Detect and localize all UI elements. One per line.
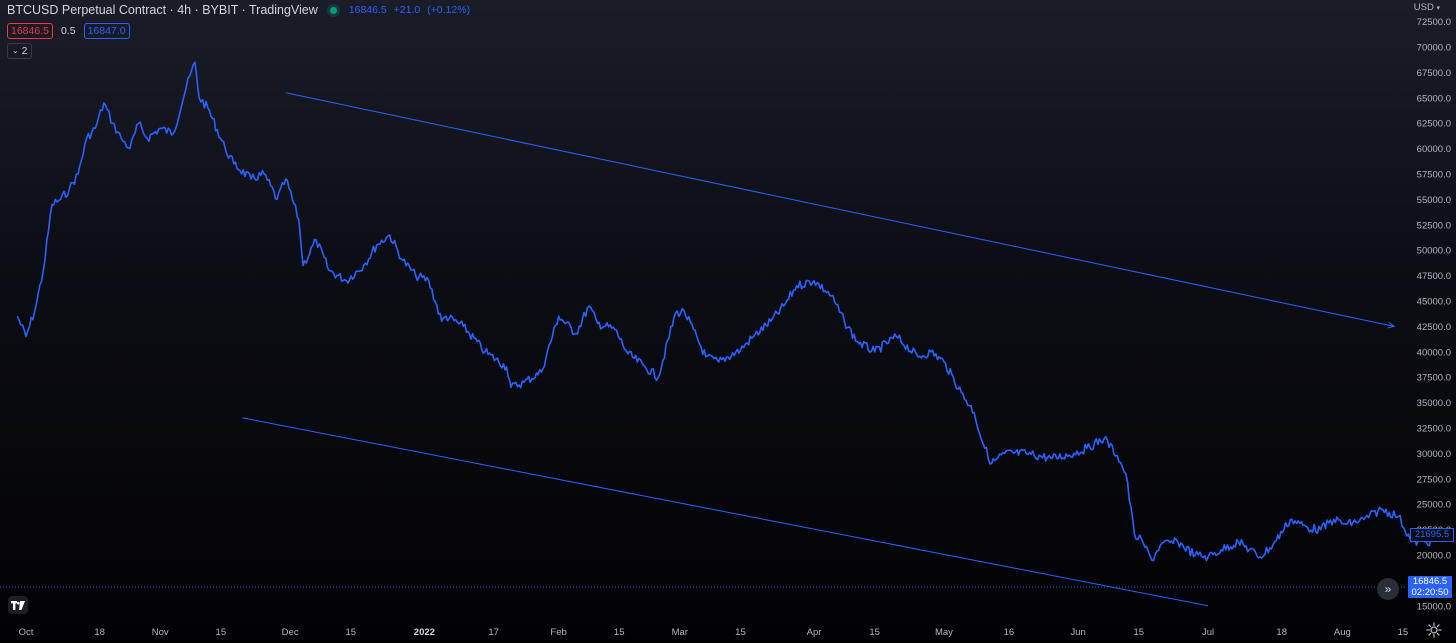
x-tick-label: 15 bbox=[735, 627, 746, 638]
chart-title[interactable]: BTCUSD Perpetual Contract · 4h · BYBIT ·… bbox=[7, 3, 318, 17]
y-tick-label: 45000.0 bbox=[1417, 297, 1451, 308]
x-tick-label: 15 bbox=[614, 627, 625, 638]
y-tick-label: 20000.0 bbox=[1417, 551, 1451, 562]
market-open-status-icon bbox=[329, 6, 337, 14]
x-tick-label: Oct bbox=[19, 627, 34, 638]
x-tick-label: 15 bbox=[216, 627, 227, 638]
x-tick-label: 18 bbox=[1276, 627, 1287, 638]
x-tick-label: 17 bbox=[488, 627, 499, 638]
y-tick-label: 55000.0 bbox=[1417, 195, 1451, 206]
spread-value: 0.5 bbox=[60, 25, 76, 37]
y-tick-label: 35000.0 bbox=[1417, 398, 1451, 409]
y-tick-label: 62500.0 bbox=[1417, 119, 1451, 130]
x-tick-label: Nov bbox=[152, 627, 169, 638]
scroll-to-realtime-button[interactable]: » bbox=[1377, 578, 1399, 600]
x-tick-label: May bbox=[935, 627, 953, 638]
x-tick-label: 2022 bbox=[414, 627, 435, 638]
x-tick-label: 15 bbox=[1134, 627, 1145, 638]
bar-countdown: 02:20:50 bbox=[1411, 587, 1449, 598]
y-tick-label: 50000.0 bbox=[1417, 246, 1451, 257]
x-tick-label: 15 bbox=[869, 627, 880, 638]
ask-button[interactable]: 16847.0 bbox=[83, 23, 130, 39]
chart-header: BTCUSD Perpetual Contract · 4h · BYBIT ·… bbox=[7, 2, 474, 18]
y-tick-label: 60000.0 bbox=[1417, 144, 1451, 155]
price-axis[interactable]: 72500.0 70000.0 67500.0 65000.0 62500.0 60000… bbox=[1417, 17, 1451, 612]
y-tick-label: 67500.0 bbox=[1417, 68, 1451, 79]
series-last-value-tag: 21695.5 bbox=[1410, 528, 1454, 542]
change-percent-value: (+0.12%) bbox=[427, 4, 471, 16]
x-tick-label: Jun bbox=[1071, 627, 1086, 638]
y-tick-label: 30000.0 bbox=[1417, 449, 1451, 460]
x-tick-label: Jul bbox=[1202, 627, 1214, 638]
bid-ask-panel: 16846.5 0.5 16847.0 bbox=[7, 23, 130, 39]
ohlc-quote: 16846.5 +21.0 (+0.12%) bbox=[349, 4, 474, 16]
last-price-tag-value: 16846.5 bbox=[1412, 576, 1448, 587]
y-tick-label: 15000.0 bbox=[1417, 601, 1451, 612]
y-tick-label: 65000.0 bbox=[1417, 93, 1451, 104]
y-tick-label: 27500.0 bbox=[1417, 474, 1451, 485]
x-tick-label: Feb bbox=[550, 627, 566, 638]
x-tick-label: 15 bbox=[345, 627, 356, 638]
currency-label: USD bbox=[1413, 2, 1434, 13]
indicators-toggle-button[interactable]: ⌄ 2 bbox=[7, 43, 33, 59]
x-tick-label: 16 bbox=[1004, 627, 1015, 638]
y-tick-label: 72500.0 bbox=[1417, 17, 1451, 28]
y-tick-label: 52500.0 bbox=[1417, 220, 1451, 231]
x-tick-label: Dec bbox=[282, 627, 299, 638]
gear-icon[interactable] bbox=[1426, 622, 1442, 638]
x-tick-label: Mar bbox=[672, 627, 688, 638]
bid-button[interactable]: 16846.5 bbox=[7, 23, 53, 39]
y-tick-label: 57500.0 bbox=[1417, 170, 1451, 181]
trendline-1[interactable] bbox=[285, 92, 1394, 327]
last-price-tag: 16846.5 02:20:50 bbox=[1408, 576, 1452, 598]
time-axis[interactable]: Oct 18 Nov 15 Dec 15 2022 17 Feb 15 Mar 15 Apr 15 May 1… bbox=[19, 627, 1409, 638]
x-tick-label: 18 bbox=[94, 627, 105, 638]
trendline-2[interactable] bbox=[242, 417, 1209, 607]
double-chevron-right-icon: » bbox=[1384, 582, 1392, 596]
price-series-line[interactable] bbox=[16, 61, 1439, 562]
currency-selector[interactable]: USD ▾ bbox=[1414, 2, 1440, 13]
y-tick-label: 42500.0 bbox=[1417, 322, 1451, 333]
y-tick-label: 32500.0 bbox=[1417, 424, 1451, 435]
y-tick-label: 40000.0 bbox=[1417, 347, 1451, 358]
x-tick-label: Apr bbox=[807, 627, 822, 638]
change-value: +21.0 bbox=[393, 4, 421, 16]
x-tick-label: Aug bbox=[1334, 627, 1351, 638]
chevron-down-icon: ▾ bbox=[1436, 5, 1440, 12]
y-tick-label: 25000.0 bbox=[1417, 500, 1451, 511]
y-tick-label: 70000.0 bbox=[1417, 43, 1451, 54]
tradingview-logo-icon[interactable] bbox=[8, 596, 28, 614]
chevron-down-icon: ⌄ bbox=[12, 46, 19, 55]
y-tick-label: 47500.0 bbox=[1417, 271, 1451, 282]
last-price-value: 16846.5 bbox=[348, 4, 387, 16]
x-tick-label: 15 bbox=[1398, 627, 1409, 638]
indicators-count: 2 bbox=[21, 45, 28, 57]
y-tick-label: 37500.0 bbox=[1417, 373, 1451, 384]
